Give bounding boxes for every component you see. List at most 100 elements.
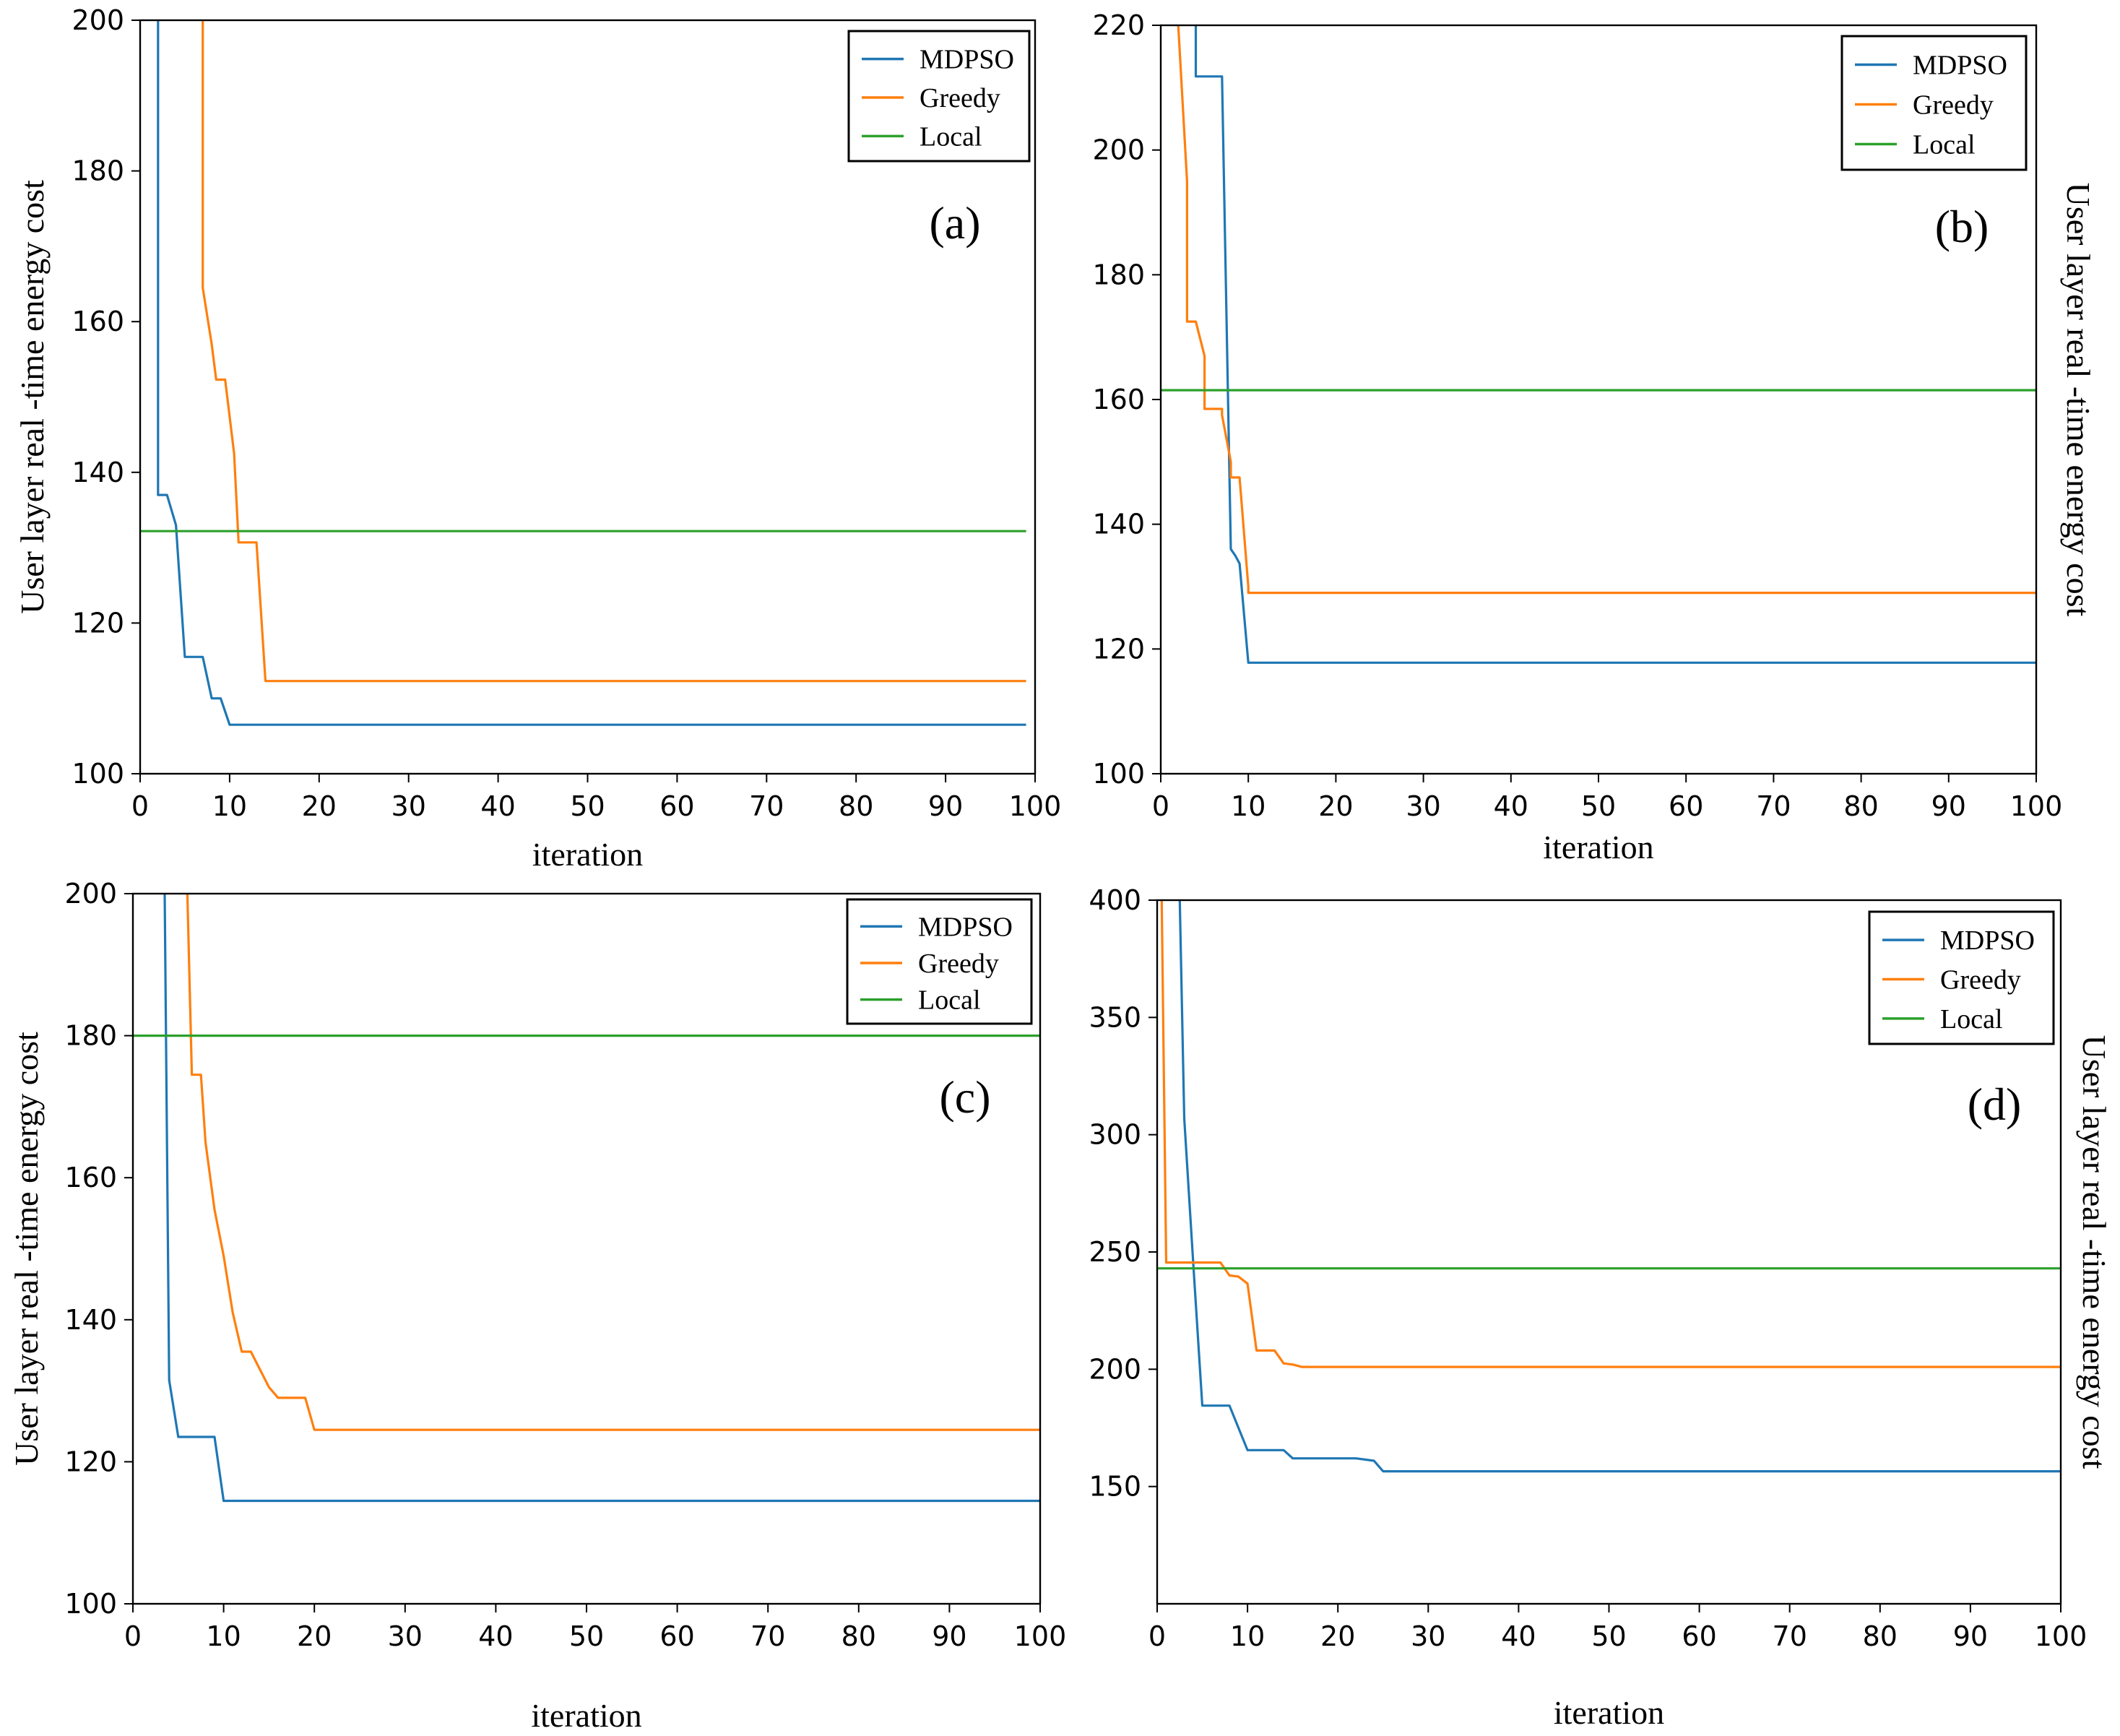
x-axis-label: iteration [532,836,643,873]
x-tick-label: 0 [1152,790,1169,822]
x-tick-label: 20 [1320,1620,1355,1652]
legend: MDPSO Greedy Local [846,898,1033,1025]
x-tick-label: 10 [1230,1620,1265,1652]
y-tick-label: 140 [64,1304,117,1336]
x-tick-label: 70 [1773,1620,1807,1652]
y-tick-label: 160 [72,306,124,337]
legend-label-greedy: Greedy [1913,90,1994,121]
chart-panel-a: 0 10 20 30 40 50 60 70 80 90 100 100 120 140 160 180 200… [14,4,1061,873]
legend-label-local: Local [1940,1004,2003,1035]
x-tick-label: 100 [2035,1620,2087,1652]
x-tick-label: 80 [1843,790,1878,822]
chart-panel-c: 0 10 20 30 40 50 60 70 80 90 100 100 120 140 160 180 200… [8,878,1066,1734]
y-tick-label: 350 [1089,1001,1141,1033]
panel-label: (c) [939,1071,990,1123]
chart-panel-b: 0 10 20 30 40 50 60 70 80 90 100 100 120 140 160 180 200… [1092,9,2097,865]
x-tick-label: 60 [659,790,694,822]
legend-label-local: Local [918,985,981,1016]
legend-box [847,30,1031,163]
y-tick-label: 100 [72,758,124,790]
x-tick-label: 100 [2010,790,2063,822]
x-tick-label: 50 [1591,1620,1626,1652]
panel-label: (d) [1968,1079,2022,1130]
legend-label-local: Local [920,121,982,152]
x-tick-label: 50 [569,1620,604,1652]
y-tick-label: 160 [64,1162,117,1193]
legend-label-mdpso: MDPSO [1913,51,2007,81]
legend-label-local: Local [1913,130,1976,160]
y-tick-label: 100 [1092,758,1145,790]
y-tick-label: 120 [1092,633,1145,665]
y-tick-label: 120 [64,1446,117,1477]
y-tick-label: 200 [1089,1353,1141,1385]
x-tick-label: 40 [1494,790,1528,822]
x-tick-label: 80 [839,790,873,822]
x-tick-label: 0 [124,1620,142,1652]
legend-label-mdpso: MDPSO [920,45,1014,75]
x-tick-label: 70 [749,790,784,822]
x-tick-label: 60 [659,1620,694,1652]
y-axis-label: User layer real -time energy cost [2060,183,2097,617]
x-tick-label: 30 [391,790,426,822]
legend: MDPSO Greedy Local [1840,35,2028,171]
x-tick-label: 40 [1501,1620,1536,1652]
legend-label-mdpso: MDPSO [1940,925,2035,956]
x-tick-label: 0 [1148,1620,1166,1652]
y-tick-label: 100 [64,1588,117,1620]
y-axis-label: User layer real -time energy cost [8,1032,45,1466]
series-line-mdpso [1194,25,2036,664]
x-tick-label: 30 [388,1620,423,1652]
legend-label-greedy: Greedy [920,83,1000,113]
legend: MDPSO Greedy Local [847,30,1031,163]
series-line-greedy [202,20,1026,683]
series-line-greedy [186,894,1040,1431]
x-tick-label: 10 [206,1620,241,1652]
legend: MDPSO Greedy Local [1868,910,2055,1045]
y-tick-label: 180 [1092,259,1145,290]
series-line-greedy [1160,900,2061,1368]
x-tick-label: 20 [302,790,337,822]
y-tick-label: 200 [1092,134,1145,166]
y-axis-label: User layer real -time energy cost [14,180,51,614]
x-tick-label: 50 [1581,790,1616,822]
legend-box [1840,35,2028,171]
x-tick-label: 30 [1406,790,1440,822]
chart-panel-d: 0 10 20 30 40 50 60 70 80 90 100 150 200 250 300 350 400… [1089,884,2113,1731]
panel-label: (b) [1935,201,1989,252]
x-tick-label: 90 [928,790,963,822]
legend-box [1868,910,2055,1045]
legend-label-mdpso: MDPSO [918,912,1013,942]
x-tick-label: 80 [841,1620,876,1652]
x-tick-label: 90 [1953,1620,1988,1652]
x-tick-label: 90 [1931,790,1966,822]
x-tick-label: 40 [478,1620,513,1652]
x-tick-label: 80 [1863,1620,1898,1652]
y-tick-label: 140 [72,457,124,488]
y-tick-label: 300 [1089,1119,1141,1151]
x-axis-label: iteration [531,1697,641,1734]
x-tick-label: 50 [570,790,605,822]
x-tick-label: 70 [750,1620,785,1652]
y-tick-label: 150 [1089,1471,1141,1503]
series-line-mdpso [157,20,1026,726]
x-tick-label: 60 [1682,1620,1716,1652]
panel-label: (a) [929,197,980,249]
x-tick-label: 100 [1014,1620,1067,1652]
series-line-mdpso [163,894,1040,1503]
legend-label-greedy: Greedy [1940,965,2021,996]
x-tick-label: 20 [297,1620,332,1652]
y-tick-label: 180 [72,155,124,187]
x-tick-label: 60 [1669,790,1703,822]
y-tick-label: 220 [1092,9,1145,41]
y-tick-label: 200 [72,4,124,36]
x-tick-label: 10 [212,790,247,822]
x-tick-label: 30 [1411,1620,1445,1652]
y-tick-label: 200 [64,878,117,910]
x-axis-label: iteration [1543,829,1653,865]
y-tick-label: 180 [64,1020,117,1052]
series-line-greedy [1177,25,2036,595]
x-tick-label: 90 [932,1620,966,1652]
x-tick-label: 70 [1756,790,1791,822]
y-tick-label: 120 [72,607,124,639]
